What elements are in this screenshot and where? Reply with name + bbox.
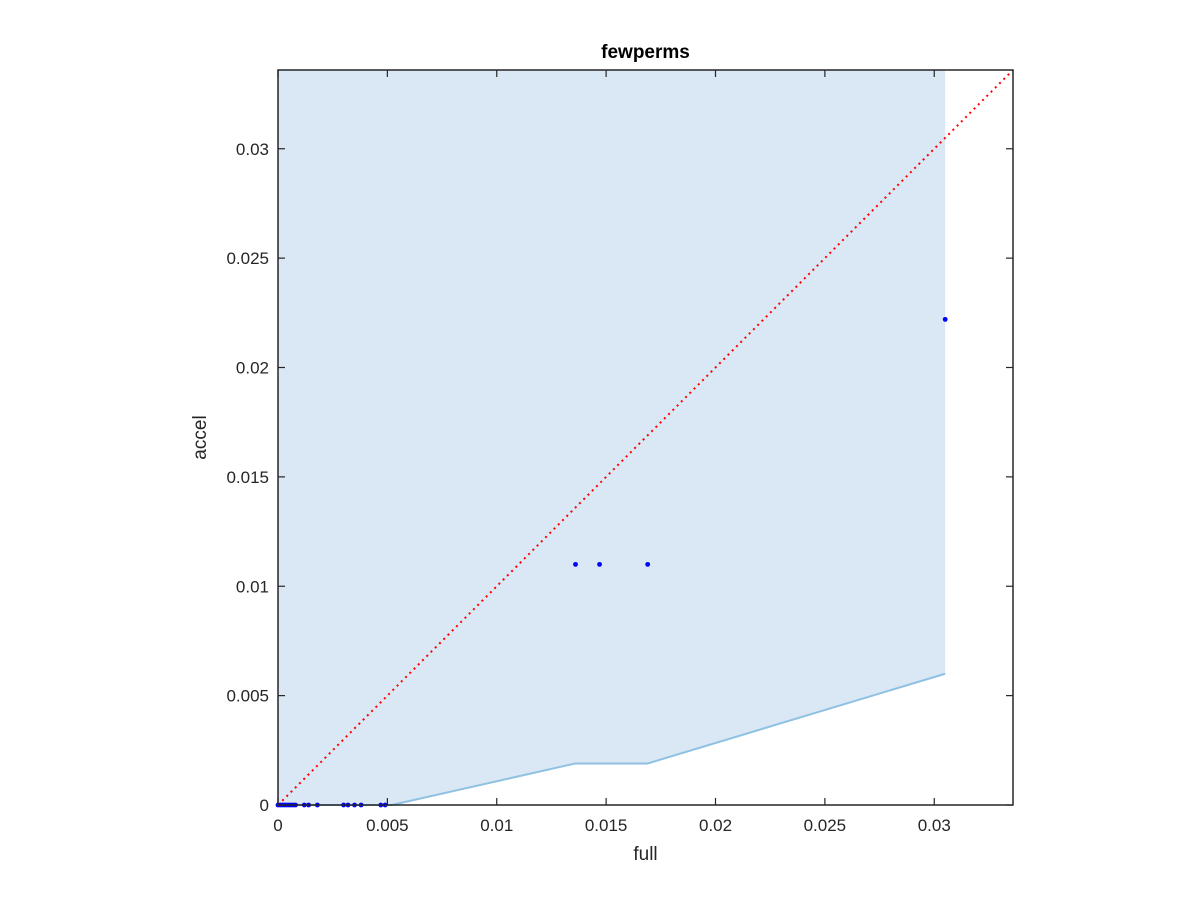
- x-tick-label: 0.02: [699, 816, 732, 835]
- data-point: [942, 316, 948, 322]
- y-tick-label: 0.025: [226, 249, 269, 268]
- x-tick-label: 0.03: [918, 816, 951, 835]
- ticks-layer: 0 0.005 0.01 0.015 0.02 0.025 0.03 0 0.005 0.01 0.…: [226, 70, 1013, 835]
- x-tick-label: 0: [273, 816, 282, 835]
- y-axis-label: accel: [190, 415, 211, 459]
- chart-title: fewperms: [601, 42, 690, 63]
- x-tick-label: 0.025: [804, 816, 847, 835]
- data-point: [573, 561, 578, 567]
- shaded-region-layer: [278, 70, 946, 806]
- axes-box: [277, 69, 1014, 806]
- x-axis-label: full: [633, 844, 657, 865]
- data-point: [597, 561, 602, 567]
- y-tick-label: 0.015: [226, 468, 269, 487]
- x-tick-label: 0.015: [585, 816, 628, 835]
- data-point: [645, 561, 651, 567]
- y-tick-label: 0.005: [226, 687, 269, 706]
- y-tick-label: 0: [260, 796, 269, 815]
- y-tick-label: 0.03: [236, 140, 269, 159]
- axes-frame: [277, 69, 1014, 806]
- y-tick-label: 0.02: [236, 359, 269, 378]
- x-tick-label: 0.01: [480, 816, 513, 835]
- y-tick-label: 0.01: [236, 577, 269, 596]
- shaded-region: [278, 70, 946, 805]
- x-tick-label: 0.005: [366, 816, 409, 835]
